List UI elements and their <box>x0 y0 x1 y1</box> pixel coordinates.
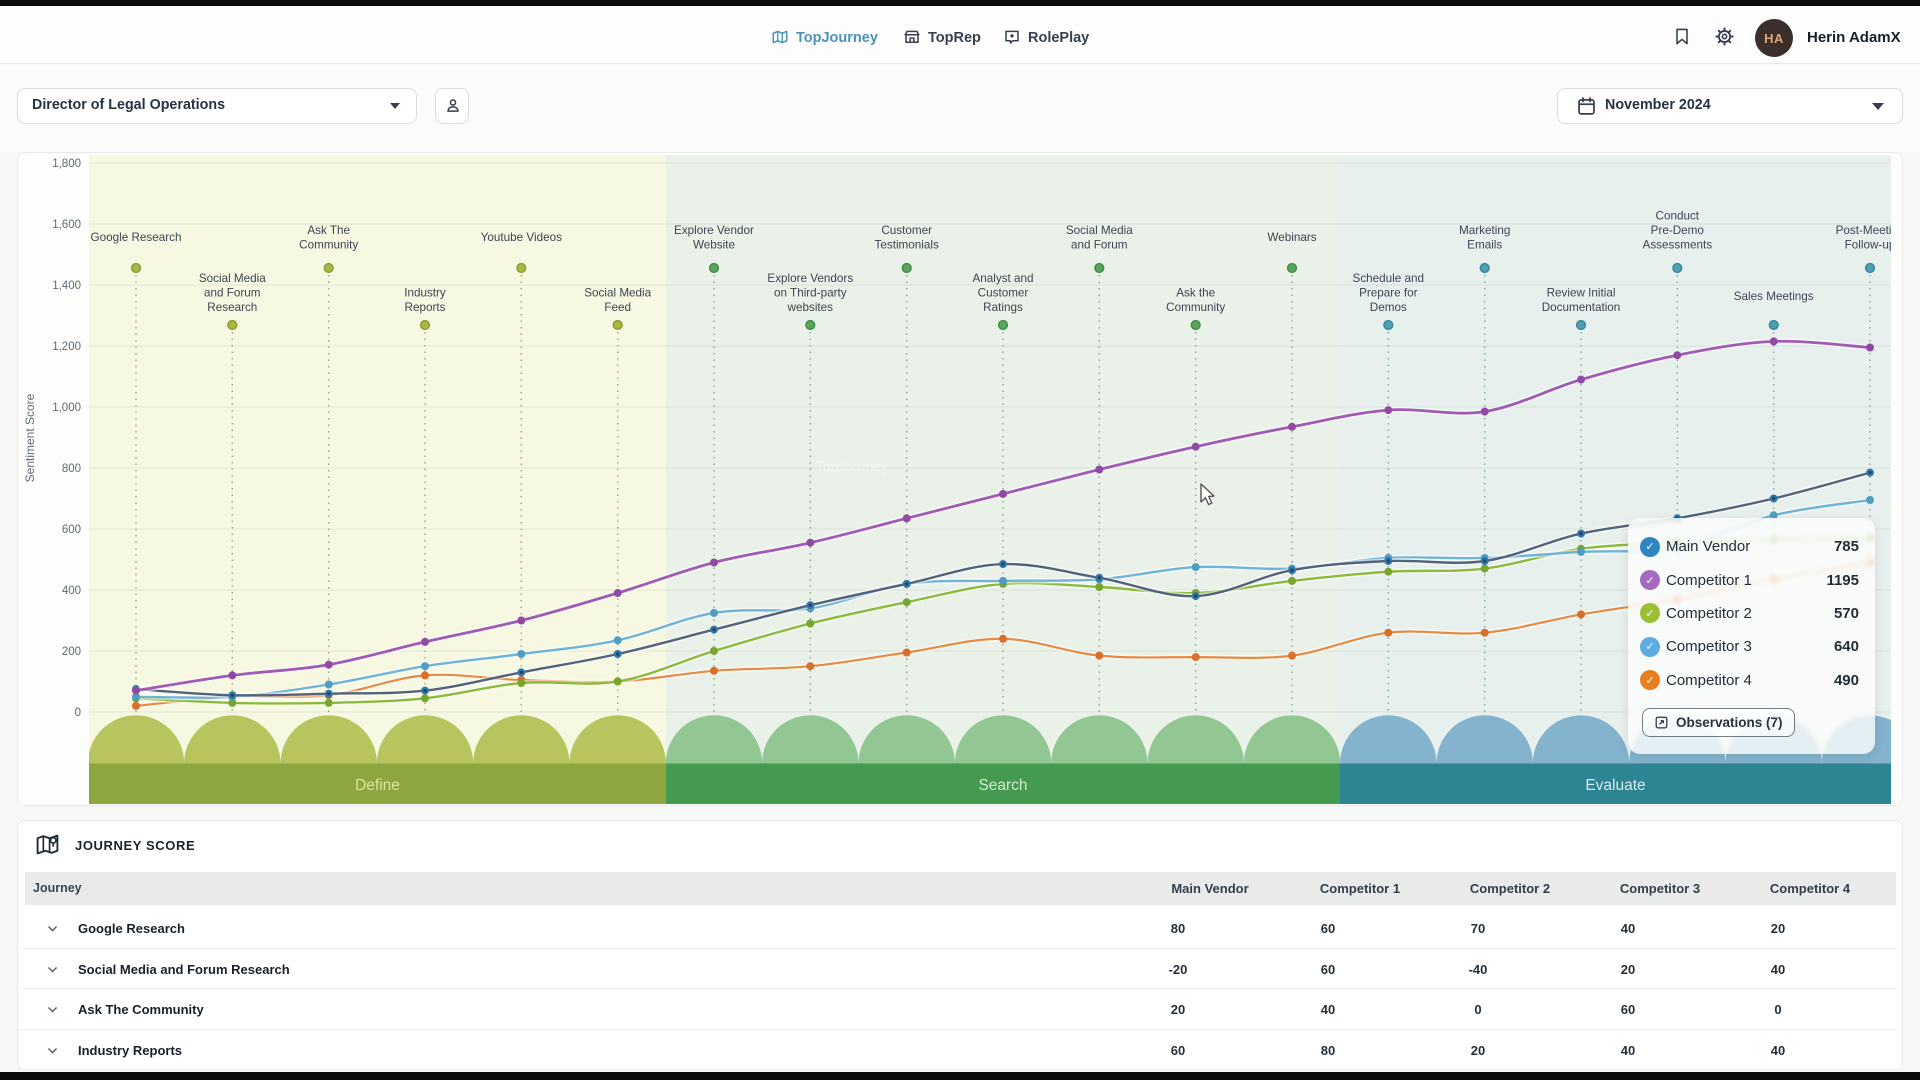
svg-text:Ask The: Ask The <box>307 224 350 237</box>
svg-text:Prepare for: Prepare for <box>1359 287 1418 300</box>
svg-text:Evaluate: Evaluate <box>1585 777 1645 794</box>
svg-text:Post-Meeting: Post-Meeting <box>1836 224 1903 237</box>
svg-text:Website: Website <box>693 239 735 252</box>
svg-text:Demos: Demos <box>1370 301 1407 314</box>
svg-text:Social Media: Social Media <box>584 287 651 300</box>
svg-text:Conduct: Conduct <box>1656 210 1700 223</box>
svg-text:1,000: 1,000 <box>52 402 81 414</box>
svg-text:Schedule and: Schedule and <box>1353 272 1424 285</box>
svg-text:websites: websites <box>787 301 834 314</box>
svg-text:Ask the: Ask the <box>1176 287 1215 300</box>
svg-text:600: 600 <box>62 524 81 536</box>
svg-text:Research: Research <box>207 301 257 314</box>
svg-text:800: 800 <box>62 463 81 475</box>
svg-text:and Forum: and Forum <box>1071 239 1128 252</box>
svg-text:Social Media: Social Media <box>1066 224 1133 237</box>
svg-text:Explore Vendors: Explore Vendors <box>767 272 853 285</box>
svg-text:Feed: Feed <box>604 301 631 314</box>
svg-text:Pre-Demo: Pre-Demo <box>1651 224 1705 237</box>
svg-text:Reports: Reports <box>405 301 446 314</box>
svg-text:Google Research: Google Research <box>91 231 182 244</box>
svg-text:Search: Search <box>978 777 1027 794</box>
svg-text:Social Media: Social Media <box>199 272 266 285</box>
svg-text:Community: Community <box>1166 301 1225 314</box>
svg-text:400: 400 <box>62 585 81 597</box>
svg-text:1,600: 1,600 <box>52 219 81 231</box>
svg-text:Customer: Customer <box>881 224 932 237</box>
svg-text:and Forum: and Forum <box>204 287 261 300</box>
svg-text:Documentation: Documentation <box>1542 301 1621 314</box>
svg-text:Testimonials: Testimonials <box>875 239 939 252</box>
svg-text:Assessments: Assessments <box>1643 239 1713 252</box>
svg-text:Sales Meetings: Sales Meetings <box>1734 290 1814 303</box>
svg-text:Marketing: Marketing <box>1459 224 1510 237</box>
svg-text:1,200: 1,200 <box>52 341 81 353</box>
svg-text:0: 0 <box>75 707 81 719</box>
svg-text:Analyst and: Analyst and <box>972 272 1033 285</box>
svg-text:Ratings: Ratings <box>983 301 1023 314</box>
svg-text:200: 200 <box>62 646 81 658</box>
svg-text:1,800: 1,800 <box>52 158 81 170</box>
svg-text:Youtube Videos: Youtube Videos <box>481 231 562 244</box>
svg-text:TopJourney: TopJourney <box>816 458 888 474</box>
svg-text:Emails: Emails <box>1467 239 1502 252</box>
svg-text:Community: Community <box>299 239 358 252</box>
svg-text:Sentiment Score: Sentiment Score <box>23 393 37 482</box>
svg-text:1,400: 1,400 <box>52 280 81 292</box>
svg-text:Follow-up: Follow-up <box>1845 239 1896 252</box>
svg-text:Define: Define <box>355 777 400 794</box>
svg-text:on Third-party: on Third-party <box>774 287 847 300</box>
svg-text:Explore Vendor: Explore Vendor <box>674 224 754 237</box>
svg-text:Webinars: Webinars <box>1267 231 1316 244</box>
svg-text:Customer: Customer <box>978 287 1029 300</box>
svg-text:Review Initial: Review Initial <box>1547 287 1616 300</box>
svg-text:Industry: Industry <box>404 287 446 300</box>
